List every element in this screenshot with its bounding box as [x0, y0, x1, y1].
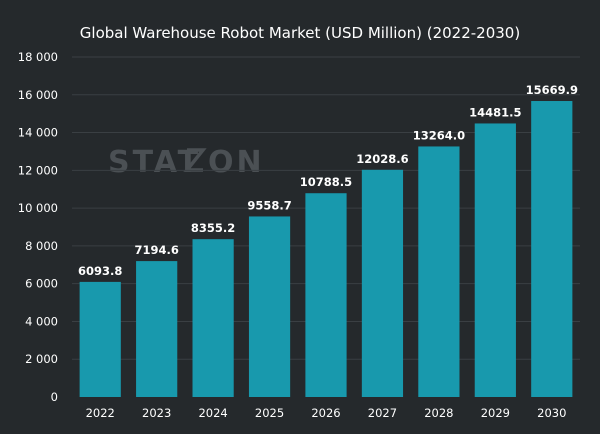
x-tick-label-2023: 2023	[142, 406, 171, 420]
watermark-text-right: ON	[208, 145, 265, 180]
y-axis-ticks: 0 2 000 4 000 6 000 8 000 10 000 12 000 14 000 1…	[18, 50, 58, 404]
chart-title: Global Warehouse Robot Market (USD Milli…	[80, 24, 520, 42]
bar-2029	[474, 123, 516, 397]
value-label-2029: 14481.5	[469, 105, 521, 119]
bar-2023	[136, 261, 178, 397]
x-tick-label-2030: 2030	[537, 406, 566, 420]
y-tick-label: 10 000	[18, 201, 58, 215]
value-label-2026: 10788.5	[300, 175, 352, 189]
y-tick-label: 2 000	[25, 352, 58, 366]
y-tick-label: 12 000	[18, 163, 58, 177]
x-tick-label-2024: 2024	[198, 406, 227, 420]
bar-2027	[361, 169, 404, 397]
x-tick-label-2027: 2027	[368, 406, 397, 420]
x-tick-label-2029: 2029	[481, 406, 510, 420]
value-labels: 6093.8 7194.6 8355.2 9558.7 10788.5 12028.6 13…	[78, 83, 578, 278]
x-tick-label-2028: 2028	[424, 406, 453, 420]
bar-2022	[79, 281, 121, 397]
x-tick-label-2022: 2022	[86, 406, 115, 420]
value-label-2023: 7194.6	[134, 243, 178, 257]
y-tick-label: 14 000	[18, 126, 58, 140]
value-label-2022: 6093.8	[78, 264, 122, 278]
y-tick-label: 18 000	[18, 50, 58, 64]
value-label-2030: 15669.9	[526, 83, 578, 97]
value-label-2024: 8355.2	[191, 221, 235, 235]
y-tick-label: 4 000	[25, 314, 58, 328]
bar-2030	[531, 101, 573, 397]
bar-2024	[192, 239, 234, 397]
x-tick-label-2025: 2025	[255, 406, 284, 420]
bars	[79, 101, 573, 397]
y-tick-label: 16 000	[18, 88, 58, 102]
value-label-2025: 9558.7	[247, 198, 291, 212]
y-tick-label: 0	[51, 390, 58, 404]
bar-2028	[418, 146, 460, 397]
x-axis-ticks: 2022 2023 2024 2025 2026 2027 2028 2029 2030	[86, 406, 567, 420]
watermark-text-left: STAT	[108, 145, 201, 180]
value-label-2027: 12028.6	[356, 152, 408, 166]
value-label-2028: 13264.0	[413, 128, 465, 142]
y-tick-label: 8 000	[25, 239, 58, 253]
bar-2025	[248, 216, 291, 397]
x-tick-label-2026: 2026	[311, 406, 340, 420]
y-tick-label: 6 000	[25, 277, 58, 291]
bar-2026	[305, 193, 347, 397]
watermark: STAT ON	[108, 145, 265, 180]
